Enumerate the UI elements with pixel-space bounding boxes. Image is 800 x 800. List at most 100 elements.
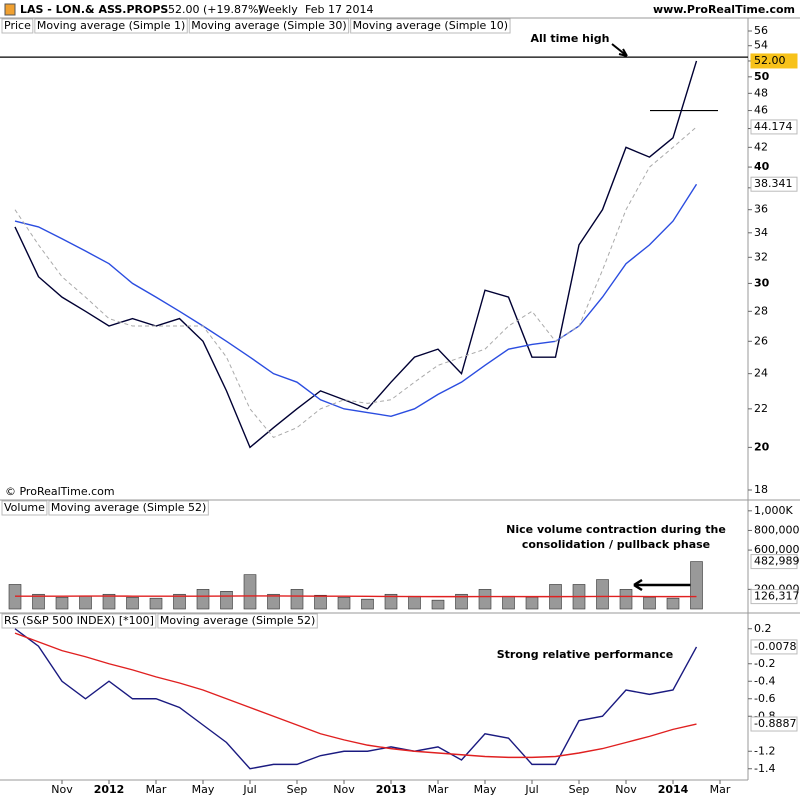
y-tick-label: -1.4 xyxy=(754,762,775,775)
annotation: Nice volume contraction during the xyxy=(506,523,726,536)
series-line xyxy=(14,632,697,759)
symbol: LAS - LON.& ASS.PROPS xyxy=(20,3,168,16)
y-tick-label: 22 xyxy=(754,402,768,415)
volume-bar xyxy=(455,593,468,610)
volume-bar xyxy=(361,598,374,610)
series-line xyxy=(15,595,697,598)
volume-bar xyxy=(79,595,92,610)
volume-bar xyxy=(267,593,280,610)
y-tick-label: 34 xyxy=(754,226,768,239)
volume-bar xyxy=(337,596,351,610)
end-label-box xyxy=(750,554,798,570)
x-tick-label: Sep xyxy=(569,783,590,796)
site: www.ProRealTime.com xyxy=(653,3,795,16)
y-tick-label: 24 xyxy=(754,367,768,380)
y-tick-label: 800,000 xyxy=(754,523,800,536)
legend-label: Volume xyxy=(4,501,45,514)
y-tick-label: 28 xyxy=(754,304,768,317)
y-tick-label: -0.2 xyxy=(754,657,775,670)
volume-bar xyxy=(643,596,656,610)
volume-bar xyxy=(196,589,210,610)
annotation: consolidation / pullback phase xyxy=(522,538,710,551)
volume-bar xyxy=(220,591,233,610)
end-label-box xyxy=(750,589,798,605)
copyright: © ProRealTime.com xyxy=(5,485,115,498)
legend-box xyxy=(48,500,209,516)
double-arrow xyxy=(633,578,701,592)
volume-bar xyxy=(290,589,304,610)
end-label-box xyxy=(750,119,798,135)
end-label: 52.00 xyxy=(754,54,786,67)
legend-label: Moving average (Simple 52) xyxy=(51,501,206,514)
volume-bar xyxy=(690,561,703,610)
logo-icon xyxy=(4,3,16,16)
series-line xyxy=(14,60,698,449)
y-tick-label: 40 xyxy=(754,160,770,173)
x-tick-label: May xyxy=(474,783,497,796)
y-tick-label: 20 xyxy=(754,440,770,453)
volume-bar xyxy=(102,593,116,610)
y-tick-label: 36 xyxy=(754,203,768,216)
end-label-box xyxy=(750,53,798,69)
x-tick-label: Nov xyxy=(333,783,355,796)
end-label-box xyxy=(750,639,798,655)
y-tick-label: 42 xyxy=(754,140,768,153)
end-label: 38.341 xyxy=(754,177,793,190)
legend-box xyxy=(350,18,511,34)
legend-box xyxy=(1,18,34,34)
y-tick-label: 50 xyxy=(754,70,770,83)
end-label-box xyxy=(750,716,798,732)
volume-bar xyxy=(173,593,186,610)
x-tick-label: Mar xyxy=(710,783,731,796)
volume-bar xyxy=(619,589,633,610)
end-label: 44.174 xyxy=(754,120,793,133)
y-tick-label: 56 xyxy=(754,24,768,37)
volume-bar xyxy=(525,596,539,610)
x-tick-label: Sep xyxy=(287,783,308,796)
end-label-box xyxy=(750,176,798,192)
legend-label: Moving average (Simple 1) xyxy=(37,19,185,32)
y-tick-label: 54 xyxy=(754,39,768,52)
legend-label: RS (S&P 500 INDEX) [*100] xyxy=(4,614,154,627)
end-label: 126,317 xyxy=(754,590,800,603)
volume-bar xyxy=(384,593,398,610)
y-tick-label: 48 xyxy=(754,86,768,99)
legend-label: Moving average (Simple 52) xyxy=(160,614,315,627)
x-tick-label: Nov xyxy=(615,783,637,796)
y-tick-label: -0.4 xyxy=(754,674,775,687)
period: Weekly xyxy=(258,3,298,16)
end-label: 482,989 xyxy=(754,555,800,568)
x-tick-label: Mar xyxy=(428,783,449,796)
quote: 52.00 (+19.87%) xyxy=(168,3,263,16)
volume-bar xyxy=(408,595,421,610)
y-tick-label: 1,000K xyxy=(754,504,793,517)
y-tick-label: 26 xyxy=(754,334,768,347)
volume-bar xyxy=(666,597,680,610)
y-tick-label: 0.2 xyxy=(754,622,772,635)
y-tick-label: 32 xyxy=(754,250,768,263)
y-tick-label: 30 xyxy=(754,276,770,289)
legend-box xyxy=(188,18,350,34)
volume-bar xyxy=(243,574,257,610)
volume-bar xyxy=(126,596,139,610)
y-tick-label: 46 xyxy=(754,104,768,117)
series-line xyxy=(14,183,698,417)
legend-box xyxy=(34,18,188,34)
y-tick-label: -1.2 xyxy=(754,744,775,757)
x-tick-label: 2012 xyxy=(94,783,125,796)
volume-bar xyxy=(478,589,492,610)
x-tick-label: May xyxy=(192,783,215,796)
x-tick-label: 2013 xyxy=(376,783,407,796)
y-tick-label: 600,000 xyxy=(754,543,800,556)
end-label: -0.0078 xyxy=(754,640,796,653)
legend-box xyxy=(1,500,48,516)
volume-bar xyxy=(32,593,45,610)
x-tick-label: Nov xyxy=(51,783,73,796)
volume-bar xyxy=(314,594,327,610)
series-line xyxy=(14,628,698,770)
x-tick-label: 2014 xyxy=(658,783,689,796)
y-tick-label: 18 xyxy=(754,483,768,496)
y-tick-label: -0.6 xyxy=(754,692,775,705)
